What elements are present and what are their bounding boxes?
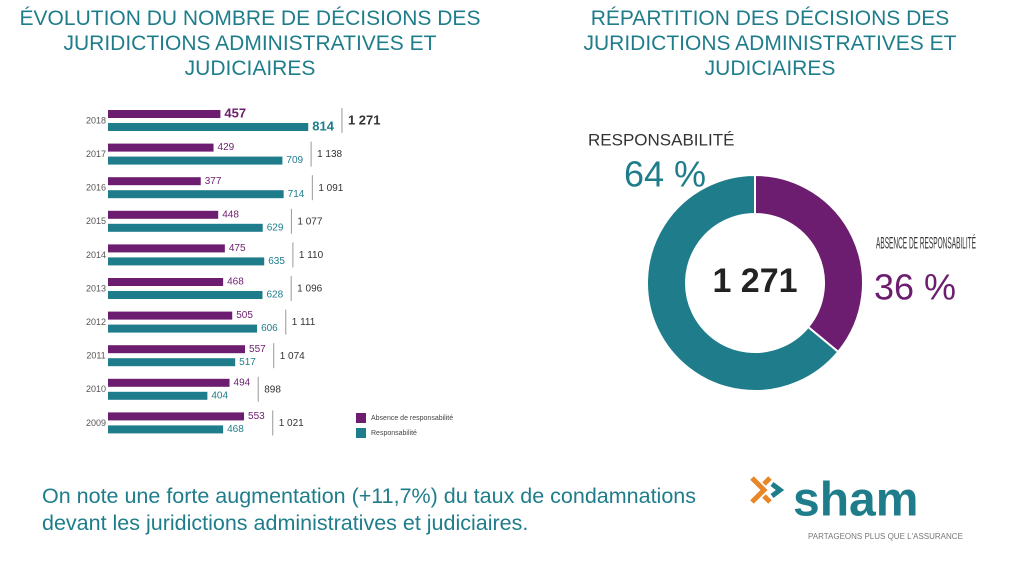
slice-label: ABSENCE DE RESPONSABILITÉ [876, 233, 976, 252]
bar [108, 358, 236, 367]
value-label: 468 [227, 277, 244, 288]
bar [108, 223, 263, 232]
bar [108, 311, 233, 320]
total-label: 1 074 [280, 351, 305, 362]
donut-slice [646, 173, 840, 392]
total-label: 1 021 [279, 418, 304, 429]
bar [108, 244, 225, 253]
value-label: 606 [261, 323, 278, 334]
value-label: 429 [218, 142, 235, 153]
logo-icon [750, 476, 785, 504]
bar [108, 156, 283, 165]
y-tick-label: 2018 [86, 115, 106, 125]
total-label: 898 [264, 384, 281, 395]
bar [108, 257, 265, 266]
total-label: 1 138 [317, 149, 342, 160]
total-label: 1 077 [297, 216, 322, 227]
slice-value-label: 36 % [874, 267, 956, 308]
value-label: 377 [205, 176, 222, 187]
bar [108, 425, 224, 434]
value-label: 468 [227, 424, 244, 435]
y-tick-label: 2017 [86, 149, 106, 159]
total-label: 1 091 [318, 183, 343, 194]
legend-swatch [356, 428, 366, 438]
logo-name: sham [793, 474, 918, 527]
legend-label: Responsabilité [371, 430, 417, 437]
total-label: 1 271 [348, 112, 381, 127]
value-label: 448 [222, 209, 239, 220]
y-tick-label: 2014 [86, 250, 106, 260]
donut-slice [754, 173, 864, 354]
y-tick-label: 2015 [86, 216, 106, 226]
bar [108, 324, 258, 333]
bar [108, 391, 208, 400]
y-tick-label: 2012 [86, 317, 106, 327]
value-label: 457 [224, 105, 246, 120]
center-label: 1 271 [712, 262, 797, 300]
y-tick-label: 2009 [86, 418, 106, 428]
total-label: 1 096 [297, 284, 322, 295]
legend-swatch [356, 413, 366, 423]
slice-value-label: 64 % [624, 154, 706, 195]
bar [108, 378, 230, 387]
bar [108, 110, 221, 118]
y-tick-label: 2010 [86, 384, 106, 394]
bar [108, 278, 224, 286]
value-label: 629 [267, 222, 284, 233]
y-tick-label: 2016 [86, 183, 106, 193]
bar [108, 412, 245, 421]
value-label: 505 [236, 310, 253, 321]
slice-label: RESPONSABILITÉ [588, 130, 734, 149]
bar [108, 123, 309, 131]
value-label: 814 [312, 118, 334, 133]
y-tick-label: 2011 [86, 351, 105, 361]
value-label: 635 [268, 256, 285, 267]
logo-tagline: PARTAGEONS PLUS QUE L'ASSURANCE [808, 532, 963, 541]
bar [108, 177, 201, 186]
bar [108, 143, 214, 152]
value-label: 494 [234, 377, 251, 388]
value-label: 628 [266, 290, 283, 301]
note: On note une forte augmentation (+11,7%) … [42, 484, 696, 535]
chart-title: ÉVOLUTION DU NOMBRE DE DÉCISIONS DES JUR… [19, 7, 481, 80]
bar [108, 190, 284, 199]
bar [108, 345, 246, 354]
bar [108, 210, 219, 219]
y-tick-label: 2013 [86, 283, 106, 293]
total-label: 1 110 [299, 250, 324, 261]
value-label: 404 [211, 390, 228, 401]
value-label: 475 [229, 243, 246, 254]
value-label: 709 [286, 155, 303, 166]
bar [108, 291, 263, 299]
chart-title: RÉPARTITION DES DÉCISIONS DES JURIDICTIO… [583, 7, 957, 80]
total-label: 1 111 [292, 317, 316, 328]
value-label: 517 [239, 357, 256, 368]
value-label: 553 [248, 411, 265, 422]
value-label: 714 [288, 189, 305, 200]
legend-label: Absence de responsabilité [371, 415, 453, 422]
value-label: 557 [249, 344, 266, 355]
